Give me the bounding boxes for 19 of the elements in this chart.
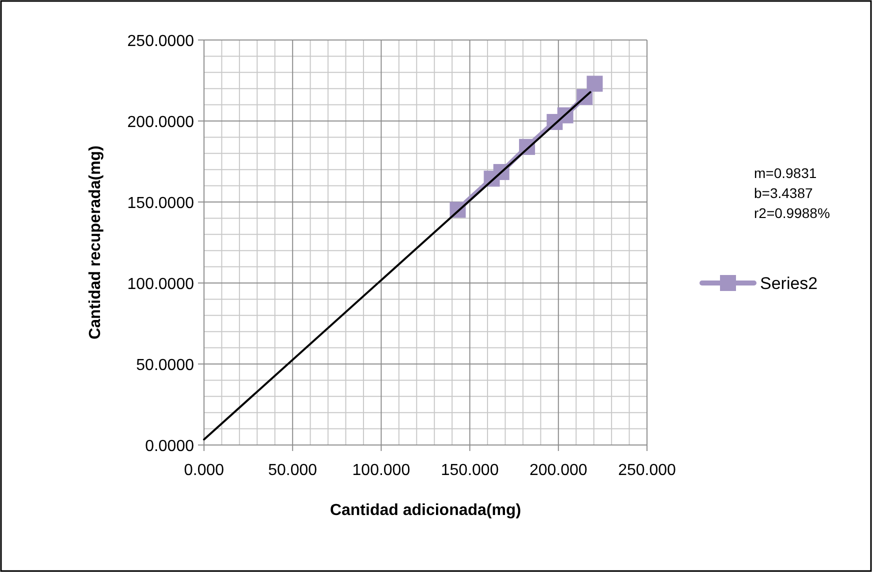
x-axis-title: Cantidad adicionada(mg) [330,502,522,519]
legend-label: Series2 [760,274,818,293]
point [586,76,603,92]
x-tick-label: 250.000 [618,462,676,479]
y-axis-title: Cantidad recuperada(mg) [87,146,104,340]
y-tick-label: 200.0000 [127,114,194,131]
x-tick-label: 100.000 [352,462,410,479]
y-tick-label: 150.0000 [127,195,194,212]
y-tick-label: 250.0000 [127,33,194,50]
x-tick-label: 150.000 [440,462,499,479]
x-tick-label: 0.000 [184,462,224,479]
x-tick-label: 50.000 [268,462,318,479]
text: b=3.4387 [754,185,813,201]
y-tick-label: 0.0000 [145,438,194,455]
y-tick-label: 50.0000 [136,357,194,374]
text: r2=0.9988% [754,205,830,221]
y-tick-label: 100.0000 [127,276,194,293]
x-tick-label: 200.000 [529,462,588,479]
text: m=0.9831 [754,165,817,181]
